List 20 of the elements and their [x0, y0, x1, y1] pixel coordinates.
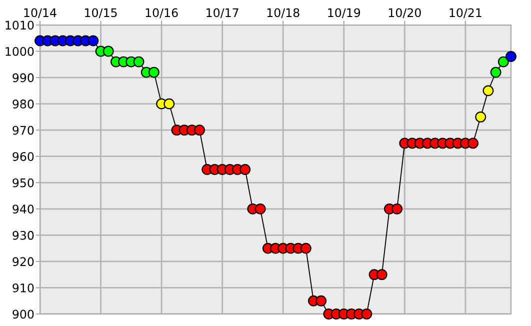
x-tick-label: 10/21	[450, 8, 482, 18]
y-tick-label: 1000	[6, 46, 34, 56]
y-tick-label: 930	[12, 230, 34, 240]
x-tick-label: 10/17	[206, 8, 238, 18]
x-tick-label: 10/18	[267, 8, 300, 18]
x-tick-label: 10/14	[24, 8, 56, 18]
y-tick-label: 1010	[6, 20, 34, 30]
x-tick-label: 10/19	[328, 8, 360, 18]
y-tick-label: 950	[12, 178, 34, 188]
y-tick-label: 990	[12, 73, 34, 82]
x-tick-label: 10/16	[146, 8, 178, 18]
y-tick-label: 980	[12, 100, 34, 108]
y-tick-label: 910	[12, 283, 34, 292]
y-tick-label: 920	[12, 257, 34, 266]
y-tick-label: 900	[12, 310, 34, 319]
x-tick-label: 10/15	[85, 8, 117, 18]
y-tick-label: 960	[12, 152, 34, 162]
y-tick-label: 970	[12, 126, 34, 135]
y-tick-label: 940	[12, 204, 34, 214]
x-tick-label: 10/20	[388, 8, 421, 18]
